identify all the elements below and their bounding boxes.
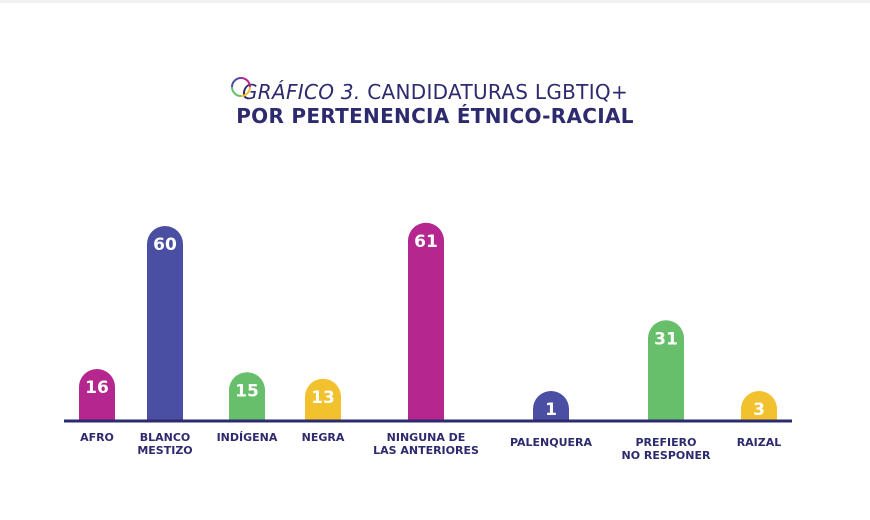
bar-value-label: 61	[414, 232, 438, 252]
chart-title: GRÁFICO 3. CANDIDATURAS LGBTIQ+ POR PERT…	[0, 77, 870, 128]
x-tick-label: BLANCO MESTIZO	[137, 431, 192, 457]
chart-subtitle: POR PERTENENCIA ÉTNICO-RACIAL	[236, 104, 634, 128]
bar	[741, 391, 777, 421]
x-tick-label: PALENQUERA	[510, 436, 593, 449]
bar	[533, 391, 569, 421]
top-divider	[0, 0, 870, 3]
logo-ring-icon	[230, 77, 251, 97]
x-tick-label: INDÍGENA	[217, 431, 278, 444]
bar	[305, 378, 341, 421]
bar-value-label: 16	[85, 378, 109, 398]
bar	[648, 320, 684, 421]
chart-title-rest: CANDIDATURAS LGBTIQ+	[367, 80, 629, 104]
bar-value-label: 3	[753, 400, 765, 420]
x-tick-label: NEGRA	[302, 431, 345, 444]
bar	[229, 372, 265, 421]
x-tick-label: RAIZAL	[737, 436, 782, 449]
bar-value-label: 13	[311, 388, 335, 408]
bar-value-label: 60	[153, 235, 177, 255]
bar-value-label: 1	[545, 400, 557, 420]
bar	[408, 222, 444, 421]
x-tick-label: NINGUNA DE LAS ANTERIORES	[373, 431, 479, 457]
bar	[79, 369, 115, 421]
bar-value-label: 15	[235, 381, 259, 401]
x-tick-label: AFRO	[80, 431, 114, 444]
x-tick-label: PREFIERO NO RESPONER	[622, 436, 711, 462]
chart-title-line1: GRÁFICO 3. CANDIDATURAS LGBTIQ+	[230, 77, 629, 104]
bar	[147, 226, 183, 421]
bar-value-label: 31	[654, 329, 678, 349]
chart-title-prefix: GRÁFICO 3.	[241, 80, 361, 104]
